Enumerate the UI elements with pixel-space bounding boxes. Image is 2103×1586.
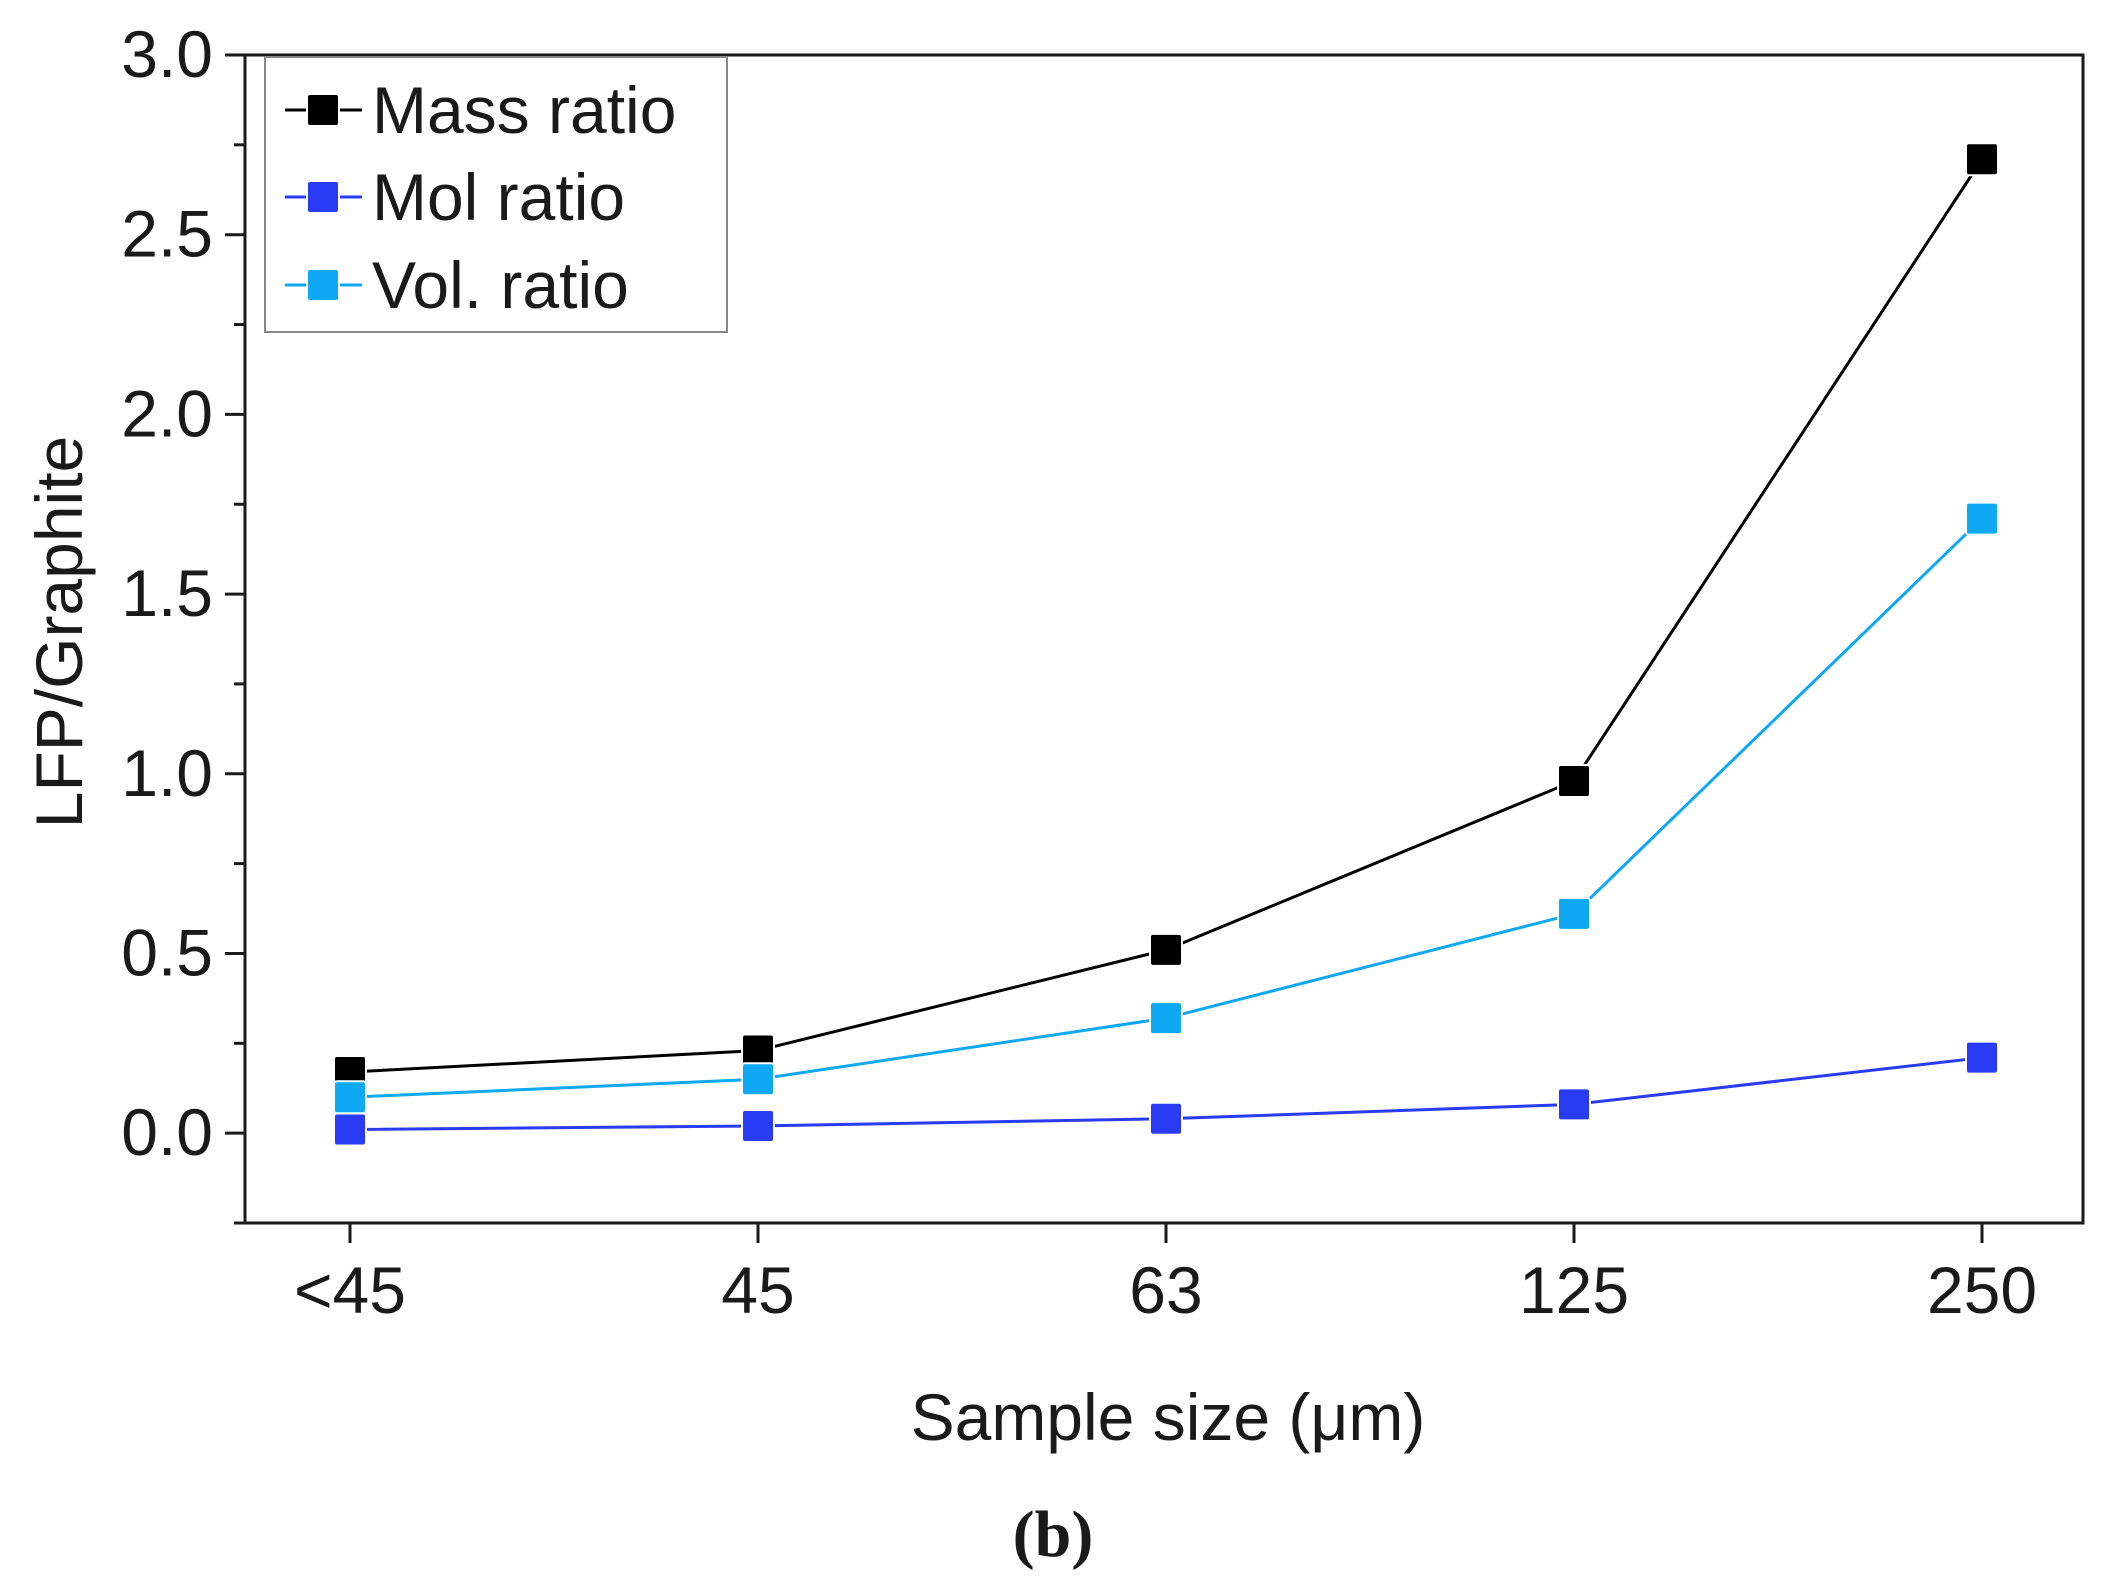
series-vol-ratio xyxy=(333,501,1999,1115)
data-point xyxy=(1965,1040,1999,1075)
data-point xyxy=(1965,142,1999,177)
y-tick-label: 2.0 xyxy=(121,376,213,450)
data-point xyxy=(1965,501,1999,536)
data-point xyxy=(333,1112,367,1147)
data-point xyxy=(741,1033,775,1068)
panel-label: (b) xyxy=(1013,1498,1094,1571)
y-tick-label: 3.0 xyxy=(121,17,213,91)
series-mol-ratio xyxy=(333,1040,1999,1147)
y-axis-title: LFP/Graphite xyxy=(22,436,96,829)
data-point xyxy=(1557,896,1591,931)
y-tick-label: 0.5 xyxy=(121,915,213,989)
data-point xyxy=(741,1108,775,1143)
data-point xyxy=(333,1080,367,1115)
plot-frame xyxy=(243,53,2085,1225)
data-point xyxy=(1557,1087,1591,1122)
y-tick-label: 2.5 xyxy=(121,197,213,271)
y-tick-label: 0.0 xyxy=(121,1095,213,1169)
x-tick-label: 63 xyxy=(1129,1253,1202,1327)
series-layer xyxy=(333,142,1999,1147)
y-tick-label: 1.5 xyxy=(121,556,213,630)
data-point xyxy=(1149,932,1183,967)
legend-marker xyxy=(306,93,340,127)
x-tick-label: 250 xyxy=(1927,1253,2037,1327)
legend-marker xyxy=(306,180,340,214)
legend: Mass ratio Mol ratio Vol. ratio xyxy=(264,56,728,333)
data-point xyxy=(1149,1001,1183,1036)
legend-label: Mass ratio xyxy=(372,73,676,147)
x-axis-title: Sample size (μm) xyxy=(911,1380,1426,1454)
legend-label: Vol. ratio xyxy=(372,248,629,322)
x-tick-label: 45 xyxy=(721,1253,794,1327)
data-point xyxy=(1149,1101,1183,1136)
y-tick-label: 1.0 xyxy=(121,736,213,810)
legend-label: Mol ratio xyxy=(372,160,625,234)
x-tick-label: 125 xyxy=(1519,1253,1629,1327)
data-point xyxy=(1557,763,1591,798)
legend-marker xyxy=(306,268,340,302)
axes: 0.0 0.5 1.0 1.5 2.0 2.5 3.0 <45 45 63 125 250 xyxy=(121,17,2085,1327)
data-point xyxy=(741,1062,775,1097)
x-tick-label: <45 xyxy=(294,1253,406,1327)
